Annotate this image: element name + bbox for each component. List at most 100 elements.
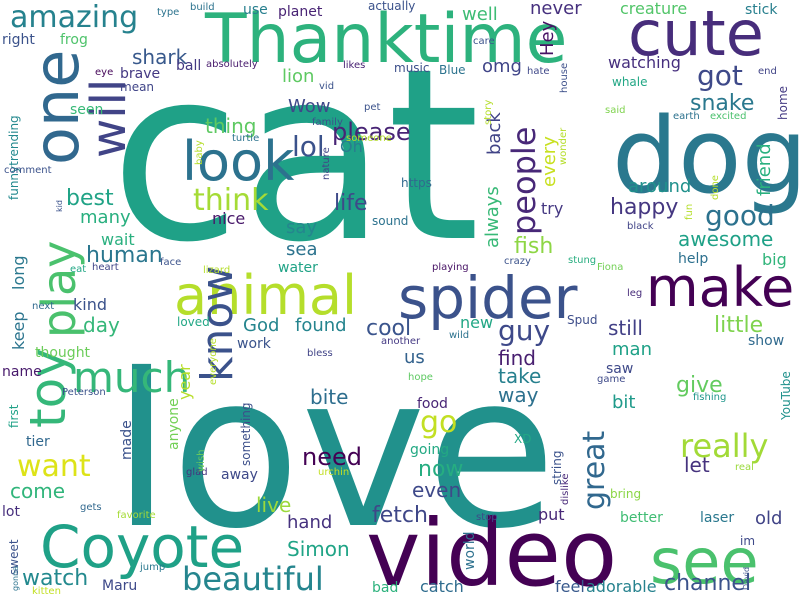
word-well: well xyxy=(462,4,498,25)
word-man: man xyxy=(612,339,652,360)
word-maru: Maru xyxy=(102,578,137,594)
word-stop: stop xyxy=(476,512,498,523)
word-many: many xyxy=(80,207,131,228)
word-oh: Oh xyxy=(340,137,363,156)
word-playing: playing xyxy=(432,262,469,273)
word-take: take xyxy=(498,364,541,388)
word-xd: XD xyxy=(514,432,531,446)
word-laser: laser xyxy=(700,510,734,526)
word-around: around xyxy=(628,176,691,197)
word-wild: wild xyxy=(449,330,469,341)
word-show: show xyxy=(748,333,784,349)
word-hand: hand xyxy=(287,512,332,533)
word-mean: mean xyxy=(120,80,154,94)
word-black: black xyxy=(627,221,654,232)
word-home: home xyxy=(776,86,790,120)
word-fish: fish xyxy=(514,234,553,259)
word-earth: earth xyxy=(673,111,700,122)
word-https: https xyxy=(401,176,432,190)
word-use: use xyxy=(243,2,268,18)
word-food: food xyxy=(417,396,448,412)
word-put: put xyxy=(538,505,565,524)
word-turtle: turtle xyxy=(232,133,259,144)
word-face: face xyxy=(160,257,181,268)
word-live: live xyxy=(256,493,291,517)
word-will: will xyxy=(81,79,137,158)
word-sea: sea xyxy=(286,239,317,260)
word-eye: eye xyxy=(95,67,113,78)
word-hope: hope xyxy=(408,372,433,383)
word-even: even xyxy=(412,478,461,502)
word-snake: snake xyxy=(690,91,754,116)
word-keep: keep xyxy=(9,311,28,350)
word-simon: Simon xyxy=(287,537,350,561)
word-people: people xyxy=(505,127,543,235)
word-dog: dog xyxy=(612,95,800,217)
word-youtube: YouTube xyxy=(779,371,793,421)
word-blue: Blue xyxy=(439,63,466,77)
word-next: next xyxy=(32,301,54,312)
word-kid: kid xyxy=(55,200,64,212)
word-thing: thing xyxy=(205,114,256,138)
word-heart: heart xyxy=(92,262,119,273)
word-kind: kind xyxy=(73,295,107,314)
word-back: back xyxy=(484,112,505,155)
word-catch: catch xyxy=(420,577,464,596)
word-lot: lot xyxy=(2,504,20,520)
word-gonna: gonna xyxy=(11,566,20,591)
word-end: end xyxy=(758,66,777,77)
word-go: go xyxy=(420,405,457,440)
word-wonder: wonder xyxy=(558,127,569,165)
word-dislike: dislike xyxy=(560,474,571,505)
word-excited: excited xyxy=(710,111,746,122)
word-old: old xyxy=(755,508,782,529)
word-lol: lol xyxy=(292,130,325,163)
word-please: please xyxy=(332,118,411,146)
word-every: every xyxy=(539,136,560,187)
word-bless: bless xyxy=(307,348,333,359)
word-fiona: Fiona xyxy=(597,262,623,273)
word-channel: channel xyxy=(664,571,751,596)
word-day: day xyxy=(83,313,120,337)
word-need: need xyxy=(302,443,362,471)
word-wow: Wow xyxy=(288,96,330,117)
word-come: come xyxy=(10,479,65,503)
word-care: care xyxy=(473,36,495,47)
word-make: make xyxy=(646,256,794,319)
word-coyote: Coyote xyxy=(40,513,244,581)
word-spud: Spud xyxy=(567,313,597,327)
word-long: long xyxy=(9,255,28,290)
word-absolutely: absolutely xyxy=(206,59,258,70)
word-think: think xyxy=(193,183,269,218)
word-work: work xyxy=(237,336,272,352)
word-always: always xyxy=(482,186,503,248)
word-lizard: lizard xyxy=(203,265,230,276)
word-bite: bite xyxy=(310,385,348,409)
word-find: find xyxy=(498,346,536,370)
word-creature: creature xyxy=(620,0,687,18)
word-kitten: kitten xyxy=(32,586,61,597)
word-real: real xyxy=(735,462,754,473)
word-likes: likes xyxy=(343,60,365,71)
word-world: world xyxy=(462,531,478,570)
word-watch: watch xyxy=(22,566,88,591)
word-amazing: amazing xyxy=(10,0,138,35)
word-frog: frog xyxy=(60,32,88,48)
word-awesome: awesome xyxy=(678,227,773,251)
word-guy: guy xyxy=(498,314,550,347)
word-toy: toy xyxy=(19,348,77,428)
word-urchin: urchin xyxy=(318,467,349,478)
word-something: something xyxy=(239,402,253,466)
word-got: got xyxy=(697,59,743,92)
word-thought: thought xyxy=(35,345,91,361)
word-give: give xyxy=(676,373,723,398)
word-baby: baby xyxy=(194,140,205,165)
word-big: big xyxy=(762,250,787,269)
word-animal: animal xyxy=(174,264,357,327)
word-great: great xyxy=(577,430,612,510)
word-im: im xyxy=(740,534,755,548)
word-favorite: favorite xyxy=(117,510,156,521)
word-little: little xyxy=(714,313,763,338)
word-way: way xyxy=(498,383,539,407)
